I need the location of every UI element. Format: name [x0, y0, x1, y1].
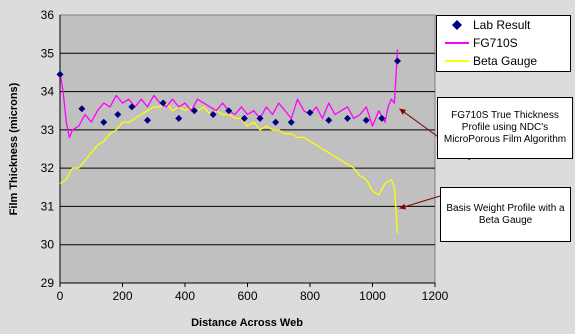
y-tick-label: 30	[41, 238, 55, 252]
plot-area	[59, 14, 436, 284]
y-tick-label: 36	[41, 8, 55, 22]
x-tick-label: 800	[300, 289, 320, 303]
lab-result-point	[100, 118, 108, 126]
x-tick-label: 600	[237, 289, 257, 303]
lab-result-point	[128, 103, 136, 111]
y-tick-label: 34	[41, 85, 55, 99]
legend-label: FG710S	[473, 36, 518, 50]
diamond-marker-icon	[452, 20, 462, 30]
x-tick-label: 1200	[422, 289, 449, 303]
y-tick-label: 31	[41, 199, 55, 213]
lab-result-point	[56, 70, 64, 78]
y-tick-label: 35	[41, 46, 55, 60]
axes	[59, 15, 436, 287]
lab-result-point	[378, 114, 386, 122]
legend-label: Beta Gauge	[473, 54, 538, 68]
lab-result-point	[240, 114, 248, 122]
x-tick-labels: 0 200 400 600 800 1000 1200	[57, 289, 449, 303]
x-tick-label: 400	[175, 289, 195, 303]
lab-result-point	[190, 107, 198, 115]
series-layer	[56, 49, 401, 234]
x-axis-label: Distance Across Web	[191, 317, 303, 329]
lab-result-point	[114, 111, 122, 119]
legend: Lab Result FG710S Beta Gauge	[436, 15, 571, 72]
lab-result-point	[287, 118, 295, 126]
lab-result-point	[78, 105, 86, 113]
x-tick-label: 0	[57, 289, 64, 303]
lab-result-point	[159, 99, 167, 107]
lab-result-point	[175, 114, 183, 122]
lab-result-point	[394, 57, 401, 65]
lab-result-point	[272, 118, 280, 126]
lab-result-point	[306, 109, 314, 117]
y-axis-label: Film Thickness (microns)	[8, 82, 20, 215]
lab-result-point	[325, 116, 333, 124]
arrow-beta-gauge	[399, 195, 441, 210]
yellow-line-icon	[445, 60, 469, 62]
y-tick-label: 33	[41, 123, 55, 137]
series-line-beta-gauge	[59, 102, 399, 234]
x-tick-label: 1000	[359, 289, 386, 303]
lab-result-point	[256, 114, 264, 122]
annotation-fg710s: FG710S True Thickness Profile using NDC'…	[437, 97, 573, 159]
lab-result-point	[144, 116, 151, 124]
gridlines	[60, 52, 435, 246]
lab-result-point	[209, 111, 217, 119]
y-tick-label: 29	[41, 276, 55, 290]
legend-label: Lab Result	[473, 18, 531, 32]
lab-result-point	[362, 116, 370, 124]
lab-result-point	[344, 114, 351, 122]
y-tick-label: 32	[41, 161, 55, 175]
magenta-line-icon	[445, 42, 469, 44]
annotation-text: FG710S True Thickness Profile using NDC'…	[443, 110, 567, 145]
annotation-text: Basis Weight Profile with a Beta Gauge	[446, 202, 565, 226]
annotation-beta-gauge: Basis Weight Profile with a Beta Gauge	[440, 187, 571, 242]
lab-result-point	[225, 107, 233, 115]
y-tick-labels: 29 30 31 32 33 34 35 36	[41, 8, 55, 290]
x-tick-label: 200	[112, 289, 132, 303]
